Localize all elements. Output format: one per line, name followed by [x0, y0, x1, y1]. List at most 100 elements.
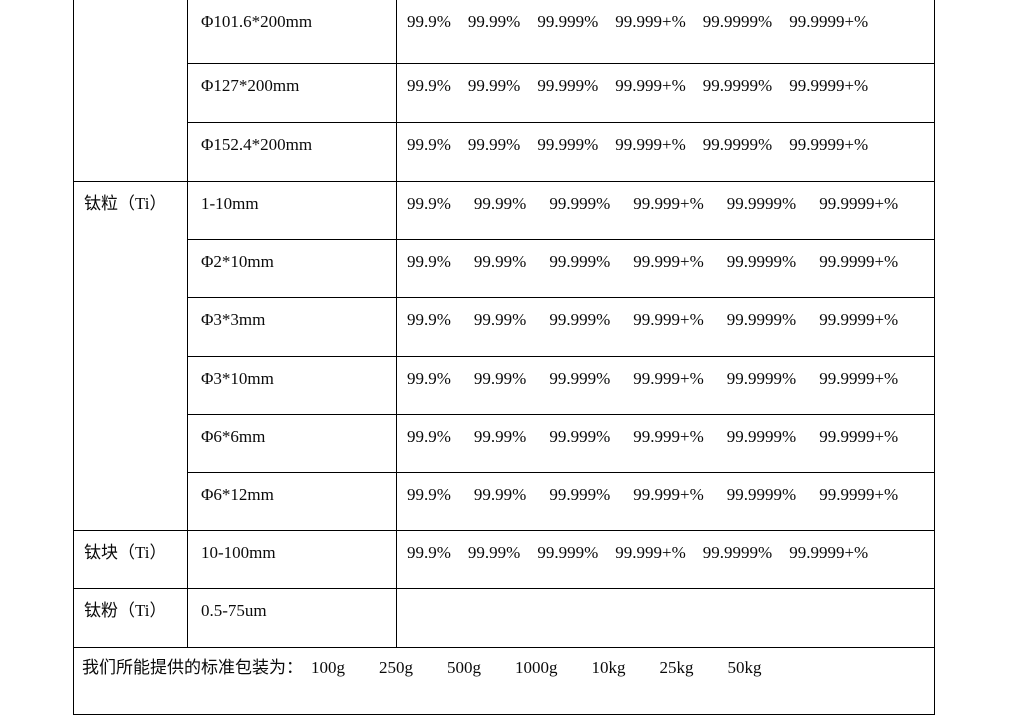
- packaging-size: 500g: [447, 658, 481, 677]
- size-cell: Φ6*12mm: [187, 472, 397, 531]
- size-cell: Φ101.6*200mm: [187, 0, 397, 64]
- purity-value: 99.99%: [473, 310, 527, 329]
- purity-value: 99.9999%: [726, 369, 797, 388]
- purity-value: 99.9999+%: [789, 135, 869, 154]
- purity-value: 99.999+%: [633, 485, 704, 504]
- packaging-line: 我们所能提供的标准包装为： 100g 250g 500g 1000g 10kg …: [82, 657, 934, 678]
- purity-value: 99.9999%: [726, 194, 797, 213]
- purity-cell: 99.9% 99.99% 99.999% 99.999+% 99.9999% 9…: [396, 297, 935, 357]
- purity-value: 99.99%: [473, 194, 527, 213]
- purity-value: 99.999+%: [615, 12, 686, 31]
- size-cell: Φ3*3mm: [187, 297, 397, 357]
- table-row: Φ3*10mm 99.9% 99.99% 99.999% 99.999+% 99…: [74, 356, 935, 415]
- purity-value: 99.999+%: [615, 135, 686, 154]
- purity-value: 99.9%: [407, 427, 451, 446]
- category-cell-ti-granule: 钛粒（Ti）: [73, 181, 188, 531]
- purity-value: 99.999%: [537, 12, 599, 31]
- packaging-size: 10kg: [591, 658, 626, 677]
- table-row: Φ152.4*200mm 99.9% 99.99% 99.999% 99.999…: [74, 122, 935, 182]
- purity-value: 99.999%: [537, 76, 599, 95]
- purity-value: 99.999+%: [633, 252, 704, 271]
- purity-value: 99.999%: [549, 485, 611, 504]
- purity-value: 99.9999%: [726, 252, 797, 271]
- purity-value: 99.999%: [549, 194, 611, 213]
- purity-value: 99.9999+%: [819, 485, 899, 504]
- packaging-size: 1000g: [515, 658, 558, 677]
- category-cell-ti-powder: 钛粉（Ti）: [73, 588, 188, 648]
- purity-list: 99.9% 99.99% 99.999% 99.999+% 99.9999% 9…: [407, 75, 934, 96]
- purity-value: 99.9999+%: [819, 427, 899, 446]
- table-row: Φ2*10mm 99.9% 99.99% 99.999% 99.999+% 99…: [74, 239, 935, 298]
- purity-value: 99.999%: [549, 310, 611, 329]
- purity-list: 99.9% 99.99% 99.999% 99.999+% 99.9999% 9…: [407, 542, 934, 563]
- purity-value: 99.99%: [467, 543, 521, 562]
- table-row: 钛粒（Ti） 1-10mm 99.9% 99.99% 99.999% 99.99…: [73, 181, 935, 531]
- purity-value: 99.999%: [549, 427, 611, 446]
- purity-value: 99.9999%: [726, 310, 797, 329]
- purity-cell-empty: [396, 588, 935, 648]
- purity-cell: 99.9% 99.99% 99.999% 99.999+% 99.9999% 9…: [396, 414, 935, 473]
- purity-value: 99.9999+%: [789, 543, 869, 562]
- table-row: 钛粉（Ti） 0.5-75um: [73, 588, 935, 648]
- purity-value: 99.9%: [407, 135, 451, 154]
- purity-list: 99.9% 99.99% 99.999% 99.999+% 99.9999% 9…: [407, 484, 934, 505]
- purity-value: 99.9%: [407, 485, 451, 504]
- purity-list: 99.9% 99.99% 99.999% 99.999+% 99.9999% 9…: [407, 309, 934, 330]
- purity-value: 99.99%: [467, 76, 521, 95]
- purity-value: 99.99%: [467, 135, 521, 154]
- table-row: 钛块（Ti） 10-100mm 99.9% 99.99% 99.999% 99.…: [73, 530, 935, 589]
- purity-cell: 99.9% 99.99% 99.999% 99.999+% 99.9999% 9…: [396, 63, 935, 123]
- purity-list: 99.9% 99.99% 99.999% 99.999+% 99.9999% 9…: [407, 134, 934, 155]
- purity-cell: 99.9% 99.99% 99.999% 99.999+% 99.9999% 9…: [396, 122, 935, 182]
- purity-list: 99.9% 99.99% 99.999% 99.999+% 99.9999% 9…: [407, 251, 934, 272]
- purity-value: 99.9999+%: [789, 76, 869, 95]
- document-page: Φ101.6*200mm 99.9% 99.99% 99.999% 99.999…: [73, 0, 935, 715]
- size-cell: Φ6*6mm: [187, 414, 397, 473]
- category-cell-ti-block: 钛块（Ti）: [73, 530, 188, 589]
- purity-value: 99.9999+%: [819, 252, 899, 271]
- purity-cell: 99.9% 99.99% 99.999% 99.999+% 99.9999% 9…: [396, 472, 935, 531]
- purity-value: 99.9%: [407, 252, 451, 271]
- purity-value: 99.9%: [407, 194, 451, 213]
- purity-value: 99.99%: [467, 12, 521, 31]
- size-cell: Φ152.4*200mm: [187, 122, 397, 182]
- purity-value: 99.99%: [473, 485, 527, 504]
- purity-cell: 99.9% 99.99% 99.999% 99.999+% 99.9999% 9…: [396, 181, 935, 240]
- size-cell: Φ3*10mm: [187, 356, 397, 415]
- purity-value: 99.999+%: [615, 543, 686, 562]
- packaging-size: 25kg: [659, 658, 694, 677]
- purity-value: 99.999%: [549, 252, 611, 271]
- purity-value: 99.9%: [407, 543, 451, 562]
- table-row: Φ6*12mm 99.9% 99.99% 99.999% 99.999+% 99…: [74, 472, 935, 531]
- size-cell: Φ127*200mm: [187, 63, 397, 123]
- purity-value: 99.999+%: [615, 76, 686, 95]
- purity-cell: 99.9% 99.99% 99.999% 99.999+% 99.9999% 9…: [396, 0, 935, 64]
- purity-value: 99.99%: [473, 427, 527, 446]
- purity-cell: 99.9% 99.99% 99.999% 99.999+% 99.9999% 9…: [396, 530, 935, 589]
- purity-value: 99.999%: [549, 369, 611, 388]
- purity-cell: 99.9% 99.99% 99.999% 99.999+% 99.9999% 9…: [396, 239, 935, 298]
- purity-value: 99.9999+%: [819, 310, 899, 329]
- purity-value: 99.9999%: [702, 543, 773, 562]
- purity-value: 99.99%: [473, 252, 527, 271]
- purity-value: 99.9999%: [702, 12, 773, 31]
- packaging-size: 100g: [311, 658, 345, 677]
- purity-value: 99.999+%: [633, 194, 704, 213]
- purity-cell: 99.9% 99.99% 99.999% 99.999+% 99.9999% 9…: [396, 356, 935, 415]
- packaging-size: 50kg: [727, 658, 762, 677]
- purity-list: 99.9% 99.99% 99.999% 99.999+% 99.9999% 9…: [407, 11, 934, 32]
- purity-value: 99.9999%: [702, 76, 773, 95]
- purity-value: 99.999+%: [633, 310, 704, 329]
- product-table: Φ101.6*200mm 99.9% 99.99% 99.999% 99.999…: [73, 0, 935, 715]
- packaging-cell: 我们所能提供的标准包装为： 100g 250g 500g 1000g 10kg …: [73, 647, 935, 715]
- table-row: Φ6*6mm 99.9% 99.99% 99.999% 99.999+% 99.…: [74, 414, 935, 473]
- purity-value: 99.9999%: [726, 427, 797, 446]
- table-row: Φ3*3mm 99.9% 99.99% 99.999% 99.999+% 99.…: [74, 297, 935, 357]
- purity-list: 99.9% 99.99% 99.999% 99.999+% 99.9999% 9…: [407, 368, 934, 389]
- purity-value: 99.999%: [537, 135, 599, 154]
- table-row: Φ101.6*200mm 99.9% 99.99% 99.999% 99.999…: [73, 0, 935, 182]
- purity-value: 99.9999%: [726, 485, 797, 504]
- purity-value: 99.999%: [537, 543, 599, 562]
- size-cell: 1-10mm: [187, 181, 397, 240]
- purity-value: 99.9%: [407, 76, 451, 95]
